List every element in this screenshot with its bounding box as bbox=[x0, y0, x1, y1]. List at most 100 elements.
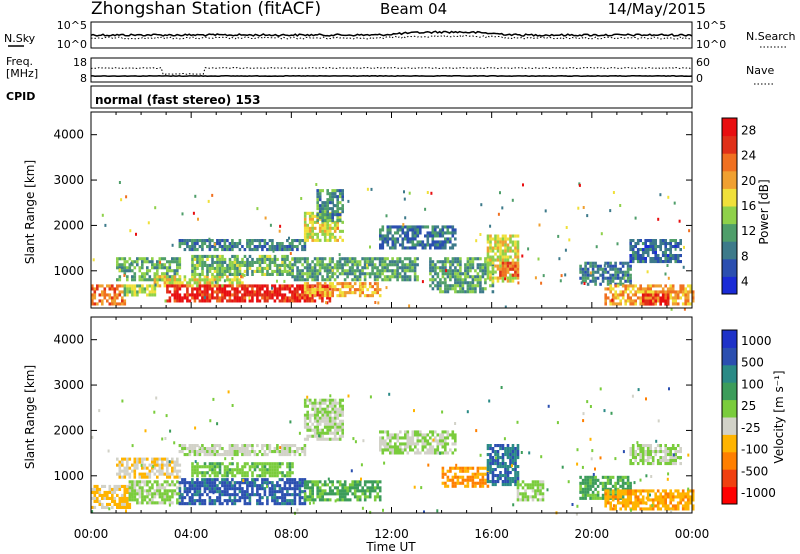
heatmap-cell bbox=[414, 231, 417, 235]
heatmap-cell bbox=[439, 287, 442, 291]
heatmap-cell bbox=[253, 462, 257, 466]
heatmap-cell bbox=[651, 498, 655, 502]
heatmap-cell bbox=[136, 480, 139, 484]
heatmap-cell bbox=[539, 483, 542, 487]
heatmap-cell bbox=[151, 495, 154, 499]
heatmap-cell bbox=[101, 290, 104, 294]
heatmap-cell bbox=[156, 281, 159, 285]
heatmap-cell bbox=[444, 237, 447, 241]
heatmap-cell bbox=[456, 290, 460, 294]
heatmap-cell bbox=[121, 290, 124, 294]
heatmap-cell bbox=[118, 505, 122, 509]
heatmap-cell bbox=[126, 275, 129, 279]
colorbar-tick-label: 20 bbox=[741, 174, 756, 188]
heatmap-cell bbox=[246, 481, 249, 485]
heatmap-cell bbox=[689, 290, 692, 294]
heatmap-cell bbox=[684, 492, 687, 496]
heatmap-cell bbox=[141, 278, 144, 282]
heatmap-cell bbox=[336, 489, 339, 493]
heatmap-cell bbox=[276, 290, 279, 294]
heatmap-cell bbox=[441, 225, 445, 229]
heatmap-cell bbox=[201, 245, 204, 249]
heatmap-cell bbox=[413, 266, 417, 270]
heatmap-cell bbox=[198, 471, 202, 475]
heatmap-cell bbox=[293, 296, 297, 300]
heatmap-cell bbox=[484, 257, 487, 261]
y-tick-label: 4000 bbox=[53, 128, 84, 142]
heatmap-cell bbox=[321, 398, 324, 402]
heatmap-cell bbox=[323, 401, 327, 405]
heatmap-cell bbox=[236, 444, 239, 448]
heatmap-cell bbox=[206, 278, 209, 282]
heatmap-cell bbox=[286, 450, 289, 454]
heatmap-cell bbox=[306, 282, 309, 286]
heatmap-cell bbox=[421, 246, 425, 250]
heatmap-cell bbox=[283, 474, 287, 478]
heatmap-cell bbox=[624, 507, 627, 511]
heatmap-cell bbox=[153, 287, 157, 291]
heatmap-cell bbox=[201, 296, 204, 300]
heatmap-cell bbox=[346, 498, 349, 502]
heatmap-cell bbox=[201, 257, 204, 261]
heatmap-cell bbox=[664, 504, 667, 508]
heatmap-cell bbox=[338, 401, 342, 405]
heatmap-cell bbox=[238, 248, 242, 252]
heatmap-cell bbox=[336, 189, 339, 193]
heatmap-cell bbox=[481, 472, 485, 476]
heatmap-cell bbox=[188, 484, 192, 488]
heatmap-cell bbox=[276, 272, 279, 276]
heatmap-cell bbox=[624, 489, 627, 493]
heatmap-cell bbox=[336, 288, 339, 292]
heatmap-cell bbox=[659, 257, 662, 261]
heatmap-cell bbox=[125, 195, 128, 199]
heatmap-cell bbox=[373, 291, 377, 295]
heatmap-cell bbox=[268, 490, 272, 494]
heatmap-cell bbox=[331, 404, 334, 408]
heatmap-cell bbox=[303, 226, 307, 230]
heatmap-cell bbox=[333, 213, 337, 217]
heatmap-cell bbox=[626, 484, 630, 488]
heatmap-cell bbox=[449, 246, 452, 250]
heatmap-cell bbox=[594, 264, 597, 268]
heatmap-cell bbox=[206, 465, 209, 469]
heatmap-cell bbox=[509, 255, 512, 259]
heatmap-cell bbox=[323, 489, 327, 493]
heatmap-cell bbox=[451, 436, 455, 440]
heatmap-cell bbox=[639, 239, 642, 243]
heatmap-cell bbox=[606, 296, 610, 300]
heatmap-cell bbox=[161, 257, 164, 261]
heatmap-cell bbox=[679, 498, 682, 502]
heatmap-cell bbox=[489, 284, 492, 288]
heatmap-cell bbox=[656, 245, 660, 249]
heatmap-cell bbox=[278, 284, 282, 288]
heatmap-cell bbox=[246, 284, 249, 288]
heatmap-cell bbox=[318, 296, 322, 300]
heatmap-cell bbox=[166, 492, 169, 496]
heatmap-cell bbox=[236, 450, 239, 454]
heatmap-cell bbox=[401, 278, 404, 282]
heatmap-cell bbox=[258, 293, 262, 297]
heatmap-cell bbox=[266, 272, 269, 276]
heatmap-cell bbox=[136, 501, 139, 505]
heatmap-cell bbox=[278, 268, 281, 272]
heatmap-cell bbox=[416, 263, 419, 267]
heatmap-cell bbox=[196, 293, 199, 297]
heatmap-cell bbox=[136, 284, 139, 288]
heatmap-cell bbox=[586, 493, 590, 497]
heatmap-cell bbox=[128, 475, 132, 479]
heatmap-cell bbox=[328, 419, 332, 423]
heatmap-cell bbox=[626, 299, 630, 303]
heatmap-cell bbox=[248, 263, 252, 267]
heatmap-cell bbox=[206, 281, 209, 285]
freq-tick-left-bottom: 8 bbox=[80, 72, 87, 85]
heatmap-cell bbox=[451, 481, 455, 485]
heatmap-cell bbox=[266, 263, 269, 267]
heatmap-cell bbox=[591, 484, 595, 488]
heatmap-cell bbox=[333, 195, 337, 199]
heatmap-cell bbox=[226, 239, 229, 243]
heatmap-cell bbox=[536, 492, 540, 496]
heatmap-cell bbox=[313, 294, 317, 298]
heatmap-cell bbox=[93, 490, 97, 494]
heatmap-cell bbox=[321, 437, 324, 441]
heatmap-cell bbox=[228, 284, 232, 288]
